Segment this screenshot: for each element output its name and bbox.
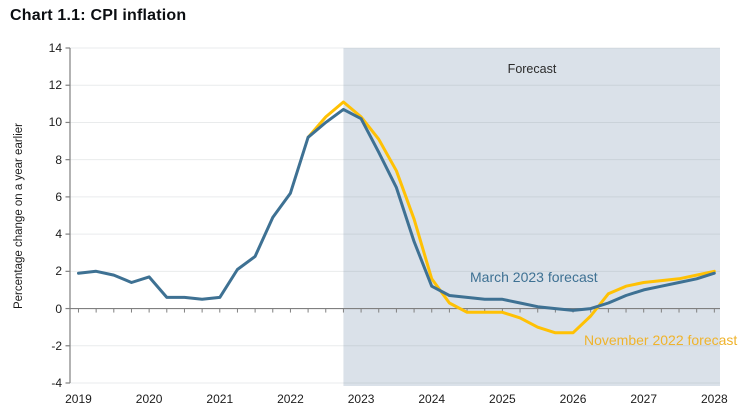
x-tick-label-2022: 2022 [277, 392, 304, 406]
november-2022-forecast-line [306, 100, 716, 335]
x-tick-label-2025: 2025 [489, 392, 516, 406]
x-tick-label-2026: 2026 [559, 392, 587, 406]
y-tick-label--2: -2 [51, 338, 62, 353]
march-2023-forecast-label: March 2023 forecast [470, 269, 598, 285]
x-tick-label-2020: 2020 [135, 392, 163, 406]
x-tick-label-2024: 2024 [418, 392, 446, 406]
y-tick-label-4: 4 [55, 227, 62, 242]
march-2023-forecast-line [77, 107, 716, 312]
x-tick-label-2023: 2023 [347, 392, 375, 406]
y-tick-label-10: 10 [48, 115, 62, 130]
y-tick-label-8: 8 [55, 152, 62, 167]
x-tick-label-2019: 2019 [65, 392, 92, 406]
x-tick-label-2021: 2021 [206, 392, 234, 406]
y-tick-label-2: 2 [55, 264, 62, 279]
forecast-region-label: Forecast [507, 62, 557, 76]
x-tick-label-2027: 2027 [630, 392, 658, 406]
y-tick-label-0: 0 [55, 301, 62, 316]
november-2022-forecast-label: November 2022 forecast [584, 332, 738, 348]
y-tick-label-14: 14 [48, 41, 62, 55]
y-axis-title: Percentage change on a year earlier [13, 122, 25, 310]
y-tick-label-12: 12 [48, 78, 62, 93]
x-tick-label-2028: 2028 [700, 392, 728, 406]
y-tick-label-6: 6 [55, 189, 62, 204]
y-tick-label--4: -4 [51, 376, 62, 390]
chart-title: Chart 1.1: CPI inflation [10, 7, 187, 24]
